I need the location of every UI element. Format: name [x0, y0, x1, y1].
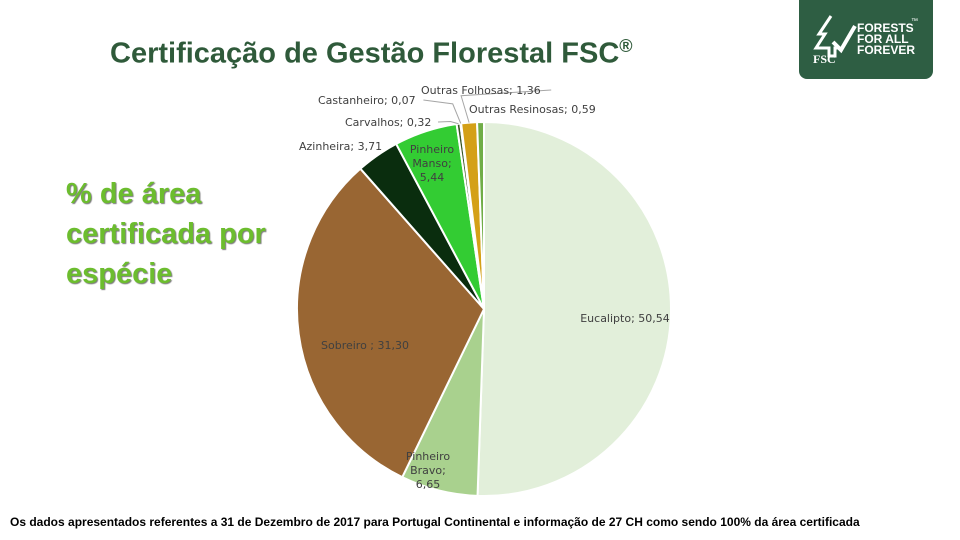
logo-tm: ™: [911, 18, 918, 25]
tree-check-icon: [813, 15, 857, 58]
pie-slice-outras-resinosas: [476, 120, 485, 310]
page-title-text: Certificação de Gestão Florestal FSC: [110, 37, 620, 70]
footnote: Os dados apresentados referentes a 31 de…: [10, 515, 860, 529]
logo-text: FORESTS FOR ALL FOREVER: [857, 21, 916, 57]
fsc-logo: FORESTS FOR ALL FOREVER ™ FSC: [799, 0, 933, 79]
data-label-outras-resinosas: Outras Resinosas; 0,59: [469, 103, 596, 116]
leader-line-castanheiro: [423, 99, 462, 124]
data-label-pinheiro-manso: Pinheiro Manso; 5,44: [410, 143, 454, 184]
leader-line-carvalhos: [437, 121, 459, 125]
data-label-castanheiro: Castanheiro; 0,07: [318, 94, 416, 107]
registered-mark: ®: [619, 36, 633, 56]
logo-line2: FOR ALL: [857, 32, 909, 46]
pie-slice-sobreiro: [296, 167, 486, 479]
data-label-pinheiro-bravo: Pinheiro Bravo; 6,65: [406, 450, 450, 491]
logo-line1: FORESTS: [857, 21, 914, 35]
logo-line3: FOREVER: [857, 43, 916, 57]
pie-slice-eucalipto: [476, 120, 672, 497]
logo-fsc: FSC: [813, 52, 836, 66]
data-label-carvalhos: Carvalhos; 0,32: [345, 116, 431, 129]
data-label-outras-folhosas: Outras Folhosas; 1,36: [421, 84, 541, 97]
leader-line-outras-folhosas: [460, 89, 552, 123]
data-label-azinheira: Azinheira; 3,71: [299, 140, 382, 153]
side-label: % de área certificada por espécie: [66, 178, 266, 290]
page-title: Certificação de Gestão Florestal FSC®: [110, 36, 633, 71]
data-label-eucalipto: Eucalipto; 50,54: [580, 312, 670, 325]
data-label-sobreiro: Sobreiro ; 31,30: [321, 339, 409, 352]
